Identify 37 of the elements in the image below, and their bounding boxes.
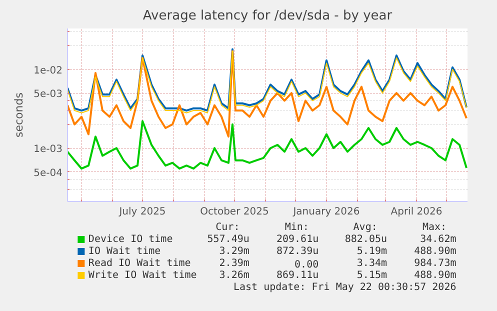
text: 5.15m xyxy=(356,270,388,281)
text: 5.19m xyxy=(356,246,388,257)
x-tick-label: October 2025 xyxy=(200,206,269,218)
text: 557.49u xyxy=(207,234,250,245)
text: 869.11u xyxy=(276,270,319,281)
text: 3.26m xyxy=(219,270,250,281)
text: Cur: xyxy=(216,222,240,233)
text: 3.29m xyxy=(219,246,250,257)
legend-label: Read IO Wait time xyxy=(88,258,191,269)
x-tick-label: April 2026 xyxy=(390,206,442,218)
chart-title: Average latency for /dev/sda - by year xyxy=(142,8,393,24)
text: Max: xyxy=(422,222,447,233)
text: 0.00 xyxy=(294,260,319,270)
text: 3.34m xyxy=(356,258,388,269)
text: 984.73m xyxy=(414,258,456,269)
line-series xyxy=(68,120,468,170)
x-tick-label: January 2026 xyxy=(292,206,360,218)
legend-label: Write IO Wait time xyxy=(88,270,197,281)
legend-label: Device IO time xyxy=(88,234,173,245)
text: 872.39u xyxy=(276,246,319,257)
y-tick-label: 5e-04 xyxy=(34,168,63,179)
text: Min: xyxy=(284,222,309,233)
text: 2.39m xyxy=(219,258,250,269)
text: 209.61u xyxy=(276,234,319,245)
y-tick-label: 5e-03 xyxy=(34,89,63,100)
line-series xyxy=(68,50,468,138)
y-axis-title: seconds xyxy=(12,92,26,138)
text: 882.05u xyxy=(344,234,388,245)
text: 488.90m xyxy=(414,246,456,257)
x-tick-label: July 2025 xyxy=(118,206,166,218)
y-tick-label: 1e-03 xyxy=(34,144,63,156)
text: 488.90m xyxy=(414,270,456,281)
text: Avg: xyxy=(353,222,378,233)
y-tick-label: 1e-02 xyxy=(34,65,63,76)
legend-label: IO Wait time xyxy=(88,246,161,257)
text: Last update: Fri May 22 00:30:57 2026 xyxy=(233,282,456,293)
text: 34.62m xyxy=(420,234,456,245)
